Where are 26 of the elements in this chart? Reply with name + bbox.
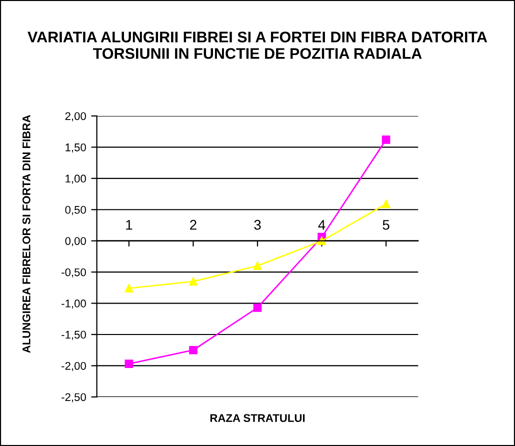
point <box>253 303 262 312</box>
point <box>124 284 134 292</box>
y-tick-label: -1,50 <box>62 330 86 340</box>
point <box>382 136 390 144</box>
x-tick-label: 5 <box>382 220 390 230</box>
x-tick-label: 1 <box>126 220 132 230</box>
y-axis-title: ALUNGIREA FIBRELOR SI FORTA DIN FIBRA <box>22 115 30 353</box>
x-tick-label: 4 <box>318 220 326 230</box>
y-tick-label: 0,00 <box>65 237 86 246</box>
y-tick-label: 2,00 <box>65 112 86 122</box>
y-tick-label: -2,50 <box>62 393 86 402</box>
y-tick-label: 1,00 <box>66 174 86 184</box>
point <box>124 360 134 368</box>
point <box>189 346 198 354</box>
y-tick-label: -2,00 <box>62 362 86 372</box>
y-tick-label: 0,50 <box>65 206 86 216</box>
point <box>253 262 262 270</box>
y-tick-label: -0,50 <box>62 268 86 278</box>
y-tick-label: 1,50 <box>66 143 86 153</box>
point <box>382 200 390 208</box>
x-tick-label: 3 <box>254 220 261 230</box>
point <box>189 277 198 286</box>
y-tick-label: -1,00 <box>62 300 86 309</box>
x-axis-title: RAZA STRATULUI <box>210 414 305 422</box>
chart-title: VARIATIA ALUNGIRII FIBREI SI A FORTEI DIN FIBRA DATORITA TORSIUNII IN FUNCTIE DE POZITIA RADIALA <box>28 32 488 59</box>
x-tick-label: 2 <box>190 220 196 230</box>
